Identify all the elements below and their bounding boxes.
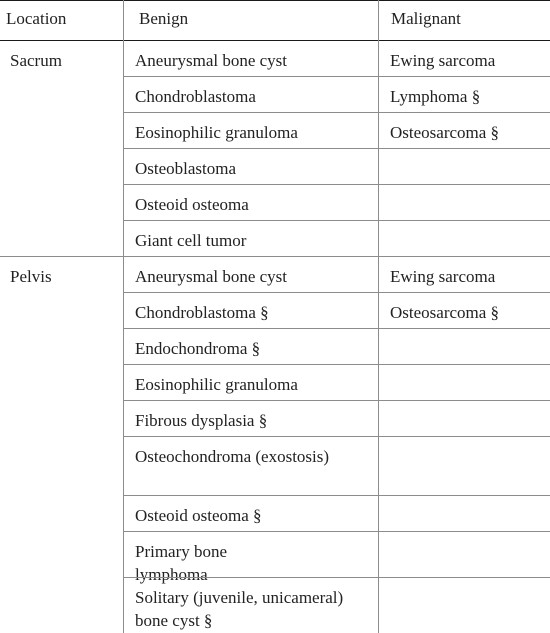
malignant-cell: Osteosarcoma § xyxy=(390,303,500,322)
row-divider xyxy=(123,577,550,578)
benign-cell: Chondroblastoma xyxy=(135,87,256,106)
benign-cell: Eosinophilic granuloma xyxy=(135,375,298,394)
row-divider xyxy=(123,531,550,532)
benign-cell: Solitary (juvenile, unicameral) bone cys… xyxy=(135,588,344,630)
benign-cell: Eosinophilic granuloma xyxy=(135,123,298,142)
row-divider xyxy=(123,364,550,365)
header-malignant: Malignant xyxy=(391,9,461,28)
group-divider xyxy=(0,256,550,257)
header-location: Location xyxy=(6,9,67,28)
malignant-cell: Ewing sarcoma xyxy=(390,267,496,286)
table-top-rule xyxy=(0,0,550,1)
benign-cell: Endochondroma § xyxy=(135,339,261,358)
benign-cell: Fibrous dysplasia § xyxy=(135,411,268,430)
benign-cell: Giant cell tumor xyxy=(135,231,247,250)
malignant-cell: Osteosarcoma § xyxy=(390,123,500,142)
benign-cell: Aneurysmal bone cyst xyxy=(135,267,288,286)
row-divider xyxy=(123,76,550,77)
location-cell-pelvis: Pelvis xyxy=(10,267,52,286)
benign-cell: Osteoid osteoma § xyxy=(135,506,262,525)
row-divider xyxy=(123,495,550,496)
row-divider xyxy=(123,220,550,221)
row-divider xyxy=(123,400,550,401)
row-divider xyxy=(123,328,550,329)
benign-cell: Primary bone lymphoma xyxy=(135,542,228,584)
benign-cell: Osteoid osteoma xyxy=(135,195,249,214)
row-divider xyxy=(123,436,550,437)
row-divider xyxy=(123,292,550,293)
header-benign: Benign xyxy=(139,9,189,28)
benign-cell: Aneurysmal bone cyst xyxy=(135,51,288,70)
location-cell-sacrum: Sacrum xyxy=(10,51,62,70)
malignant-cell: Lymphoma § xyxy=(390,87,481,106)
benign-cell: Osteochondroma (exostosis) xyxy=(135,447,330,466)
column-divider-benign xyxy=(378,0,379,633)
column-divider-location xyxy=(123,0,124,633)
benign-cell: Chondroblastoma § xyxy=(135,303,269,322)
row-divider xyxy=(123,184,550,185)
row-divider xyxy=(123,148,550,149)
row-divider xyxy=(123,112,550,113)
header-rule xyxy=(0,40,550,41)
benign-cell: Osteoblastoma xyxy=(135,159,237,178)
malignant-cell: Ewing sarcoma xyxy=(390,51,496,70)
